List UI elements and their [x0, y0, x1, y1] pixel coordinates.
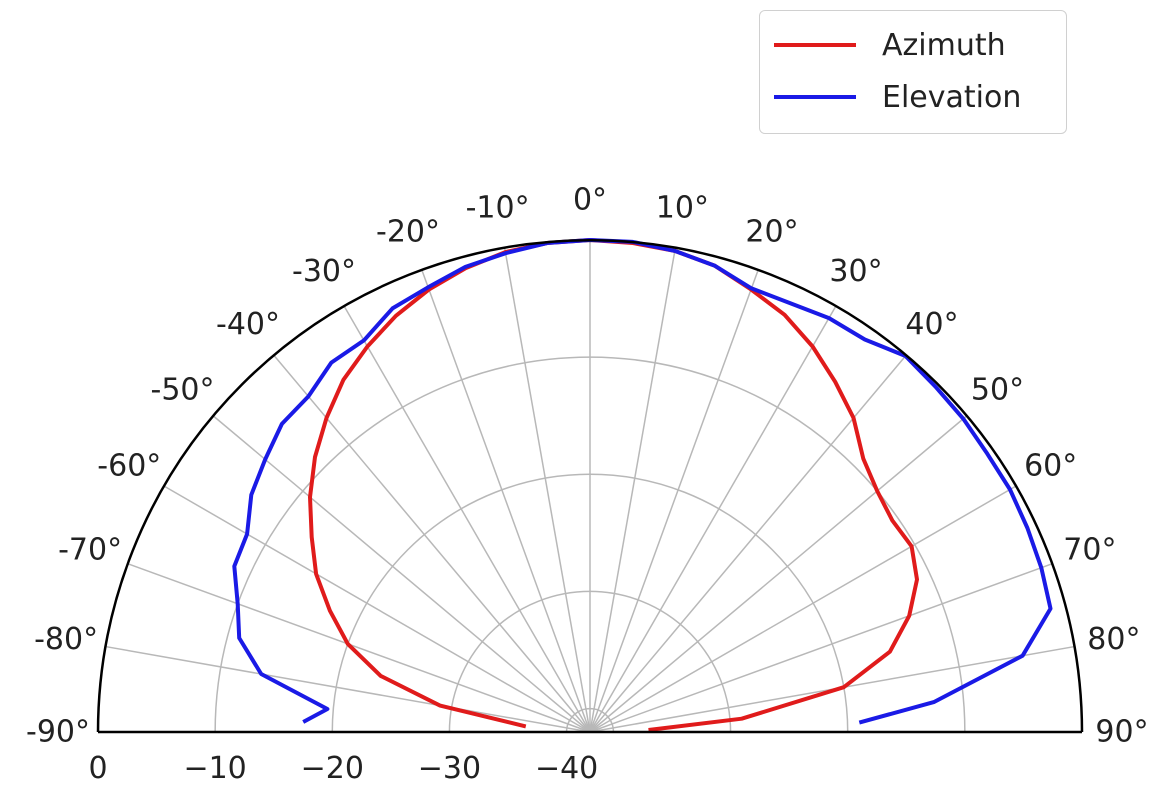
- angle-tick-label: 60°: [1024, 449, 1077, 484]
- legend-item-azimuth: Azimuth: [774, 25, 1006, 65]
- angular-grid-line: [589, 247, 677, 733]
- radial-tick-label: 0: [88, 751, 107, 786]
- legend-swatch-azimuth: [774, 43, 856, 47]
- polar-frame: [96, 238, 1084, 734]
- angle-tick-label: 30°: [829, 254, 882, 289]
- angular-grid-line: [589, 305, 837, 733]
- series-line-azimuth: [308, 238, 919, 732]
- angle-tick-label: -60°: [97, 449, 161, 484]
- legend-label-azimuth: Azimuth: [882, 27, 1006, 63]
- polar-outer-arc: [96, 238, 1084, 733]
- radial-tick-label: −30: [418, 751, 481, 786]
- angular-grid-line: [503, 247, 591, 733]
- angular-grid-line: [273, 354, 591, 733]
- legend: Azimuth Elevation: [759, 10, 1067, 134]
- angle-tick-label: -30°: [292, 254, 356, 289]
- tick-labels: -90° -80° -70° -60° -50°-40° -30° -20° -10° 0° 10…: [26, 183, 1149, 787]
- legend-item-elevation: Elevation: [774, 77, 1021, 117]
- angle-tick-label: -10°: [466, 191, 530, 226]
- angle-tick-label: -50°: [151, 373, 215, 408]
- angle-tick-label: 70°: [1063, 533, 1116, 568]
- angular-grid-line: [127, 563, 591, 733]
- radial-tick-label: −20: [301, 751, 364, 786]
- angle-tick-label: 80°: [1087, 622, 1140, 657]
- angular-grid-line: [212, 415, 591, 733]
- legend-label-elevation: Elevation: [882, 79, 1022, 115]
- angle-tick-label: 50°: [971, 373, 1024, 408]
- angular-grid-line: [163, 485, 591, 733]
- angle-tick-label: -40°: [216, 307, 280, 342]
- angular-grid-line: [343, 305, 591, 733]
- angle-tick-label: 0°: [573, 183, 607, 218]
- angle-tick-label: 10°: [656, 191, 709, 226]
- radial-tick-label: −40: [535, 751, 598, 786]
- legend-swatch-elevation: [774, 95, 856, 99]
- angle-tick-label: -20°: [376, 215, 440, 250]
- angular-grid-line: [589, 563, 1053, 733]
- angle-tick-label: -80°: [34, 622, 98, 657]
- angle-tick-label: -70°: [58, 533, 122, 568]
- angle-tick-label: 20°: [745, 215, 798, 250]
- angle-tick-label: -90°: [26, 715, 90, 750]
- angular-grid-line: [589, 415, 968, 733]
- angular-grid-line: [421, 269, 591, 733]
- angle-tick-label: 90°: [1095, 715, 1148, 750]
- angular-grid-line: [589, 269, 759, 733]
- angular-grid-line: [589, 485, 1017, 733]
- angular-grid-line: [105, 645, 591, 733]
- radial-tick-label: −10: [183, 751, 246, 786]
- angle-tick-label: 40°: [905, 307, 958, 342]
